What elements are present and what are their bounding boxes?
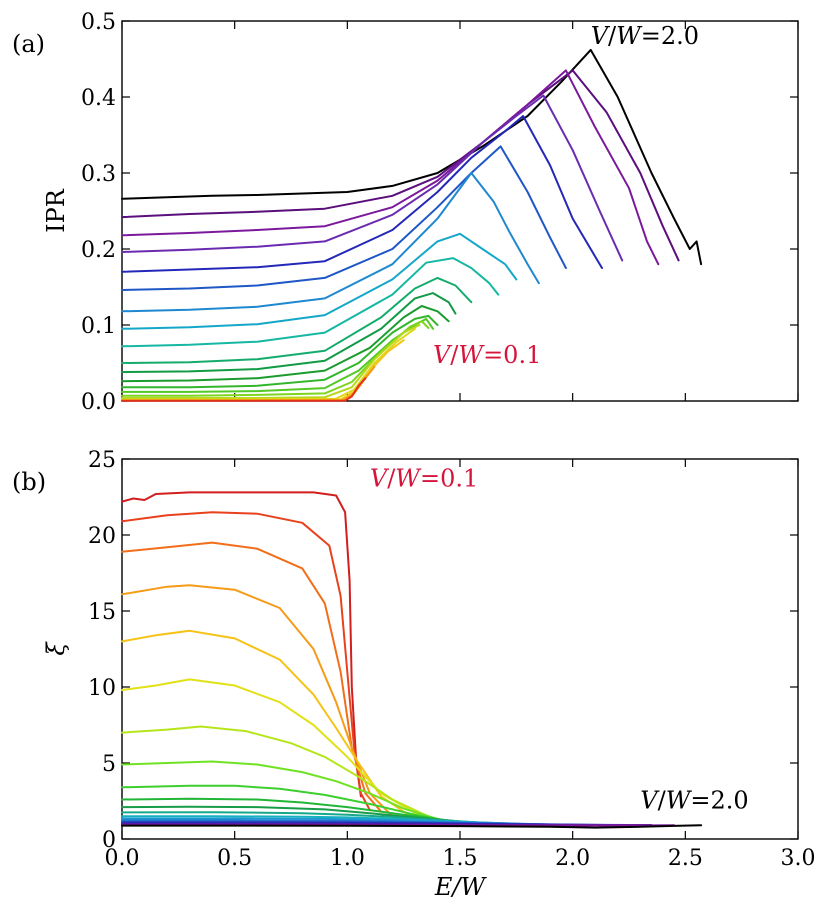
panel-b-ylabel: ξ	[42, 641, 70, 656]
panel-b: (b) ξ E/W 0.0 0.5 1.0 1.5 2.0 2.5 3.0 0 5 10 15 20 2…	[12, 448, 816, 901]
panel-a-ytick-label: 0.2	[81, 238, 116, 263]
panel-a-series-line: V/W=0.6	[121, 320, 430, 397]
panel-b-xtick-label: 2.5	[668, 846, 703, 871]
panel-a-ytick-label: 0.4	[81, 86, 116, 111]
panel-b-ytick-label: 5	[102, 752, 116, 777]
panel-b-series-line: V/W=0.2	[121, 511, 371, 812]
panel-a-ytick-label: 0.1	[81, 314, 116, 339]
panel-b-xtick-label: 3.0	[781, 846, 816, 871]
panel-a-ytick-label: 0.5	[81, 10, 116, 35]
panel-b-xtick-label: 0.5	[217, 846, 252, 871]
panel-b-series-line: V/W=2.0	[121, 824, 703, 829]
panel-a-series-line: V/W=0.8	[121, 314, 439, 389]
panel-b-xlabel: E/W	[434, 873, 488, 901]
panel-b-series: V/W=0.1V/W=0.2V/W=0.3V/W=0.4V/W=0.5V/W=0…	[121, 491, 703, 829]
panel-a-series-line: V/W=1.8	[121, 69, 660, 266]
panel-b-ticks: 0.0 0.5 1.0 1.5 2.0 2.5 3.0 0 5 10 15 20 25	[88, 448, 816, 871]
panel-b-ytick-label: 25	[88, 448, 116, 473]
panel-a-ticks: 0.0 0.1 0.2 0.3 0.4 0.5	[81, 10, 799, 415]
panel-b-series-line: V/W=0.9	[121, 784, 461, 824]
panel-b-ytick-label: 0	[102, 828, 116, 853]
panel-a-series-line: V/W=1.7	[121, 94, 624, 262]
panel-b-xtick-label: 1.0	[330, 846, 365, 871]
panel-b-ytick-label: 15	[88, 600, 116, 625]
panel-a-annotation: V/W=0.1	[433, 341, 541, 369]
panel-b-annotation: V/W=2.0	[640, 787, 748, 815]
panel-a-series-line: V/W=0.5	[121, 324, 421, 399]
panel-a-annotations: V/W=2.0 V/W=0.1	[433, 22, 699, 369]
panel-b-annotations: V/W=0.1 V/W=2.0	[370, 464, 749, 814]
panel-a-ytick-label: 0.3	[81, 162, 116, 187]
panel-a-series-line: V/W=1.2	[121, 257, 500, 348]
panel-a-series-line: V/W=1.4	[121, 172, 540, 313]
panel-a-annotation: V/W=2.0	[591, 22, 699, 50]
panel-a-series-line: V/W=1.5	[121, 145, 567, 291]
panel-b-series-line: V/W=0.6	[121, 678, 428, 821]
panel-b-frame	[121, 458, 799, 840]
panel-b-ytick-label: 20	[88, 524, 116, 549]
panel-b-label: (b)	[12, 468, 46, 496]
panel-a-series-line: V/W=1.1	[121, 276, 473, 364]
panel-b-xtick-label: 2.0	[555, 846, 590, 871]
panel-b-series-line: V/W=0.3	[121, 541, 383, 813]
panel-a-label: (a)	[12, 30, 45, 58]
panel-a: (a) IPR 0.00.10.20.30.40.5 V/W=2.0V/W=1.…	[12, 10, 799, 415]
panel-b-series-line: V/W=0.7	[121, 725, 439, 822]
panel-a-series-line: V/W=1.0	[121, 292, 457, 374]
panel-a-series-line: V/W=0.9	[121, 305, 450, 383]
panel-a-series-line: V/W=0.1	[121, 377, 367, 402]
panel-a-series: V/W=2.0V/W=1.9V/W=1.8V/W=1.7V/W=1.6V/W=1…	[121, 48, 703, 402]
panel-b-series-line: V/W=0.8	[121, 760, 450, 824]
panel-a-ylabel: IPR	[42, 188, 70, 233]
panel-b-series-line: V/W=0.1	[121, 491, 362, 798]
panel-b-xtick-label: 0.0	[105, 846, 140, 871]
panel-a-series-line: V/W=1.6	[121, 115, 603, 273]
panel-a-series-line: V/W=1.3	[121, 232, 518, 330]
panel-b-ytick-label: 10	[88, 676, 116, 701]
panel-b-xtick-label: 1.5	[443, 846, 478, 871]
panel-b-series-line: V/W=0.5	[121, 629, 416, 821]
panel-a-ytick-label: 0.0	[81, 390, 116, 415]
panel-b-annotation: V/W=0.1	[370, 464, 478, 492]
